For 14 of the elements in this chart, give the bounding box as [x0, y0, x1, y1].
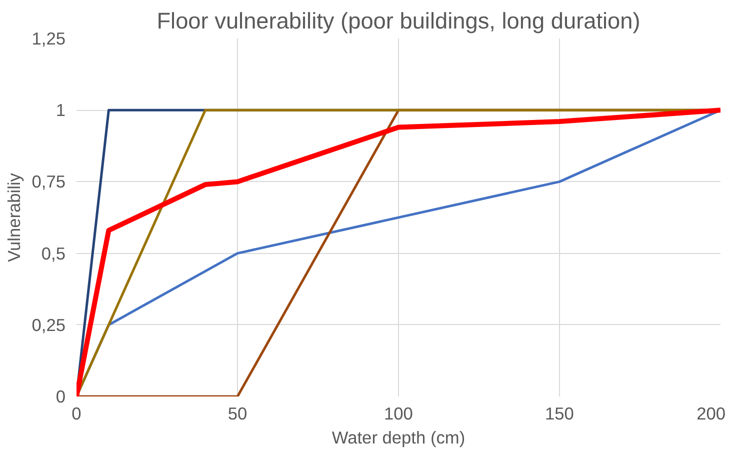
chart-title: Floor vulnerability (poor buildings, long duration) — [156, 8, 640, 34]
y-tick-label: 1 — [56, 100, 66, 120]
x-tick-label: 50 — [228, 404, 248, 424]
y-tick-label: 0 — [56, 386, 66, 406]
y-axis-title: Vulnerabiliy — [4, 172, 24, 262]
y-tick-label: 0,25 — [32, 314, 66, 335]
x-axis-title: Water depth (cm) — [332, 428, 466, 448]
x-tick-label: 200 — [696, 404, 726, 424]
y-tick-label: 1,25 — [32, 28, 66, 48]
y-tick-label: 0,5 — [41, 243, 66, 264]
x-tick-label: 100 — [384, 404, 413, 424]
x-tick-label: 150 — [545, 404, 574, 424]
x-tick-label: 0 — [72, 404, 82, 424]
y-tick-label: 0,75 — [32, 172, 66, 192]
